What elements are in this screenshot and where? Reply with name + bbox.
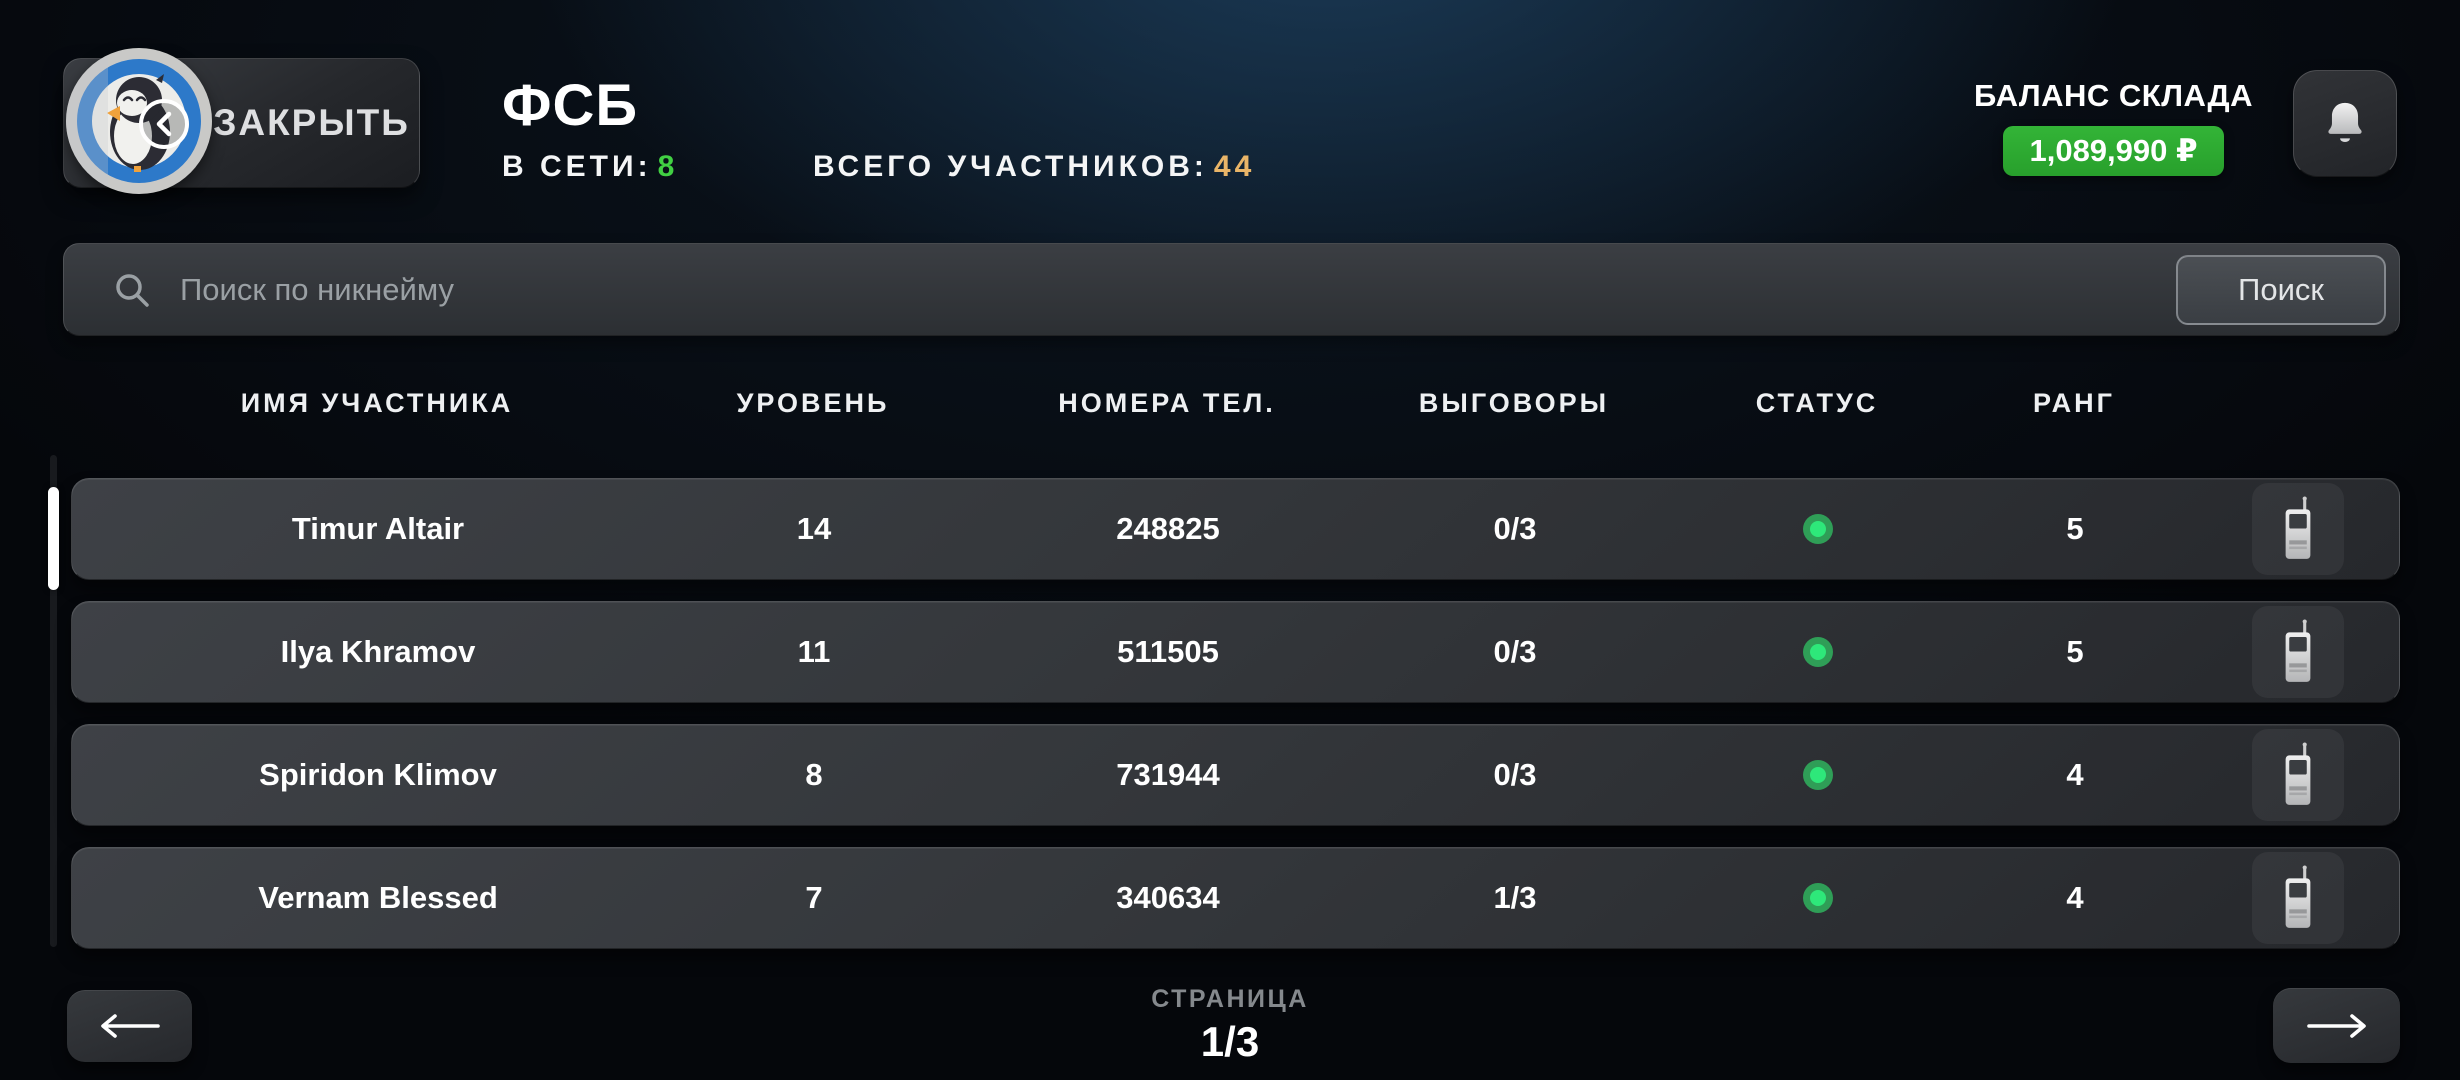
status-online-indicator	[1803, 760, 1833, 790]
member-name: Ilya Khramov	[280, 634, 476, 669]
walkie-talkie-icon	[2285, 619, 2311, 682]
walkie-talkie-icon	[2285, 742, 2311, 805]
previous-page-button[interactable]	[67, 990, 192, 1062]
col-header-level: УРОВЕНЬ	[736, 387, 890, 418]
member-name: Vernam Blessed	[258, 880, 498, 915]
balance-label: БАЛАНС СКЛАДА	[1974, 78, 2253, 113]
member-phone: 511505	[1117, 634, 1219, 669]
status-online-indicator	[1803, 883, 1833, 913]
member-row[interactable]: Spiridon Klimov 8 731944 0/3 4	[71, 724, 2400, 826]
member-row[interactable]: Ilya Khramov 11 511505 0/3 5	[71, 601, 2400, 703]
col-header-rank: РАНГ	[2033, 387, 2115, 418]
pagination: СТРАНИЦА 1/3	[0, 985, 2460, 1066]
member-rank: 4	[2066, 880, 2084, 915]
member-phone: 340634	[1116, 880, 1220, 915]
page-label: СТРАНИЦА	[1151, 985, 1309, 1013]
balance-badge: 1,089,990 ₽	[2003, 126, 2224, 176]
next-page-button[interactable]	[2273, 988, 2400, 1063]
member-rank: 4	[2066, 757, 2084, 792]
online-value: 8	[657, 150, 679, 183]
arrow-left-icon	[100, 1014, 160, 1038]
members-value: 44	[1213, 150, 1256, 183]
member-rank: 5	[2066, 511, 2084, 546]
walkie-talkie-icon	[2285, 865, 2311, 928]
scrollbar-track[interactable]	[48, 455, 59, 947]
call-member-button[interactable]	[2252, 852, 2344, 944]
search-bar: Поиск	[63, 243, 2400, 336]
org-title: ФСБ	[502, 73, 639, 138]
member-reprimands: 0/3	[1493, 757, 1537, 792]
arrow-right-icon	[2306, 1013, 2366, 1038]
close-button-label: ЗАКРЫТЬ	[213, 102, 410, 143]
col-header-phone: НОМЕРА ТЕЛ.	[1058, 387, 1276, 418]
member-level: 7	[805, 880, 823, 915]
members-counter: ВСЕГО УЧАСТНИКОВ: 44	[813, 150, 1256, 183]
search-button[interactable]: Поиск	[2176, 254, 2386, 325]
member-reprimands: 0/3	[1493, 634, 1537, 669]
page-indicator: 1/3	[1200, 1018, 1260, 1065]
search-icon	[112, 270, 152, 310]
call-member-button[interactable]	[2252, 483, 2344, 575]
col-header-name: ИМЯ УЧАСТНИКА	[240, 387, 514, 418]
logo-glass-overlay	[66, 48, 108, 194]
member-level: 11	[797, 634, 831, 669]
call-member-button[interactable]	[2252, 606, 2344, 698]
walkie-talkie-icon	[2285, 496, 2311, 559]
col-header-actions	[2151, 383, 2400, 423]
member-level: 8	[805, 757, 823, 792]
notifications-button[interactable]	[2293, 70, 2397, 177]
call-member-button[interactable]	[2252, 729, 2344, 821]
bell-icon	[2328, 102, 2362, 142]
member-name: Spiridon Klimov	[259, 757, 497, 792]
member-reprimands: 0/3	[1493, 511, 1537, 546]
member-level: 14	[796, 511, 832, 546]
member-phone: 731944	[1116, 757, 1220, 792]
warehouse-balance-block: БАЛАНС СКЛАДА 1,089,990 ₽	[1974, 78, 2253, 176]
col-header-status: СТАТУС	[1755, 387, 1879, 418]
member-rank: 5	[2066, 634, 2084, 669]
status-online-indicator	[1803, 514, 1833, 544]
back-chevron-icon	[139, 99, 189, 149]
status-online-indicator	[1803, 637, 1833, 667]
member-rows: Timur Altair 14 248825 0/3 5	[71, 478, 2400, 970]
member-reprimands: 1/3	[1493, 880, 1537, 915]
scrollbar-thumb[interactable]	[48, 487, 59, 590]
member-name: Timur Altair	[291, 511, 465, 546]
member-phone: 248825	[1116, 511, 1220, 546]
online-counter: В СЕТИ: 8	[502, 150, 679, 183]
member-row[interactable]: Vernam Blessed 7 340634 1/3 4	[71, 847, 2400, 949]
table-header-row: ИМЯ УЧАСТНИКА УРОВЕНЬ НОМЕРА ТЕЛ. ВЫГОВО…	[71, 383, 2400, 423]
col-header-reprimands: ВЫГОВОРЫ	[1418, 387, 1610, 418]
search-input[interactable]	[178, 243, 2176, 336]
member-row[interactable]: Timur Altair 14 248825 0/3 5	[71, 478, 2400, 580]
